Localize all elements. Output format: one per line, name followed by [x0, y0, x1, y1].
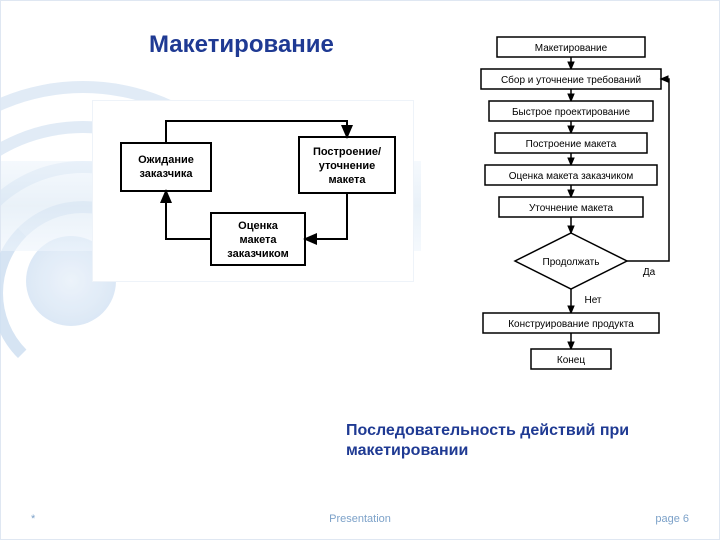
cycle-node-build-l1: Построение/: [313, 146, 381, 158]
cycle-node-wait-l1: Ожидание: [138, 154, 194, 166]
flow-decision: Продолжать: [515, 233, 627, 289]
footer-page: page 6: [655, 513, 689, 525]
flow-step-3: Построение макета: [495, 133, 647, 153]
svg-text:Конец: Конец: [557, 355, 585, 366]
cycle-node-build-l2: уточнение: [319, 160, 376, 172]
flow-step-2: Быстрое проектирование: [489, 101, 653, 121]
cycle-diagram: Ожидание заказчика Построение/ уточнение…: [93, 101, 413, 281]
footer-presentation: Presentation: [1, 513, 719, 525]
flow-end: Конец: [531, 349, 611, 369]
svg-text:Конструирование продукта: Конструирование продукта: [508, 319, 634, 330]
cycle-node-eval-l2: макета: [239, 234, 277, 246]
slide: Макетирование Ожидание заказчика Построе…: [0, 0, 720, 540]
cycle-edge-2: [305, 193, 347, 239]
cycle-node-wait-l2: заказчика: [139, 168, 193, 180]
svg-text:Оценка макета заказчиком: Оценка макета заказчиком: [509, 171, 634, 182]
flow-step-1: Сбор и уточнение требований: [481, 69, 661, 89]
flow-label-no: Нет: [584, 295, 601, 306]
flow-step-5: Уточнение макета: [499, 197, 643, 217]
flow-step-6: Конструирование продукта: [483, 313, 659, 333]
svg-text:Построение макета: Построение макета: [526, 139, 617, 150]
cycle-node-eval-l1: Оценка: [238, 220, 279, 232]
svg-text:Уточнение макета: Уточнение макета: [529, 203, 614, 214]
slide-title: Макетирование: [149, 31, 334, 59]
cycle-edge-3: [166, 191, 211, 239]
cycle-node-eval-l3: заказчиком: [227, 248, 288, 260]
flow-step-4: Оценка макета заказчиком: [485, 165, 657, 185]
caption: Последовательность действий при макетиро…: [346, 421, 676, 461]
svg-text:Сбор и уточнение требований: Сбор и уточнение требований: [501, 74, 641, 86]
flow-step-0: Макетирование: [497, 37, 645, 57]
svg-text:Продолжать: Продолжать: [543, 257, 600, 268]
flow-label-yes: Да: [643, 267, 656, 278]
cycle-node-build-l3: макета: [328, 174, 366, 186]
flowchart: Макетирование Сбор и уточнение требовани…: [451, 31, 691, 411]
svg-text:Макетирование: Макетирование: [535, 43, 608, 54]
svg-text:Быстрое проектирование: Быстрое проектирование: [512, 107, 631, 118]
cycle-node-wait: [121, 143, 211, 191]
